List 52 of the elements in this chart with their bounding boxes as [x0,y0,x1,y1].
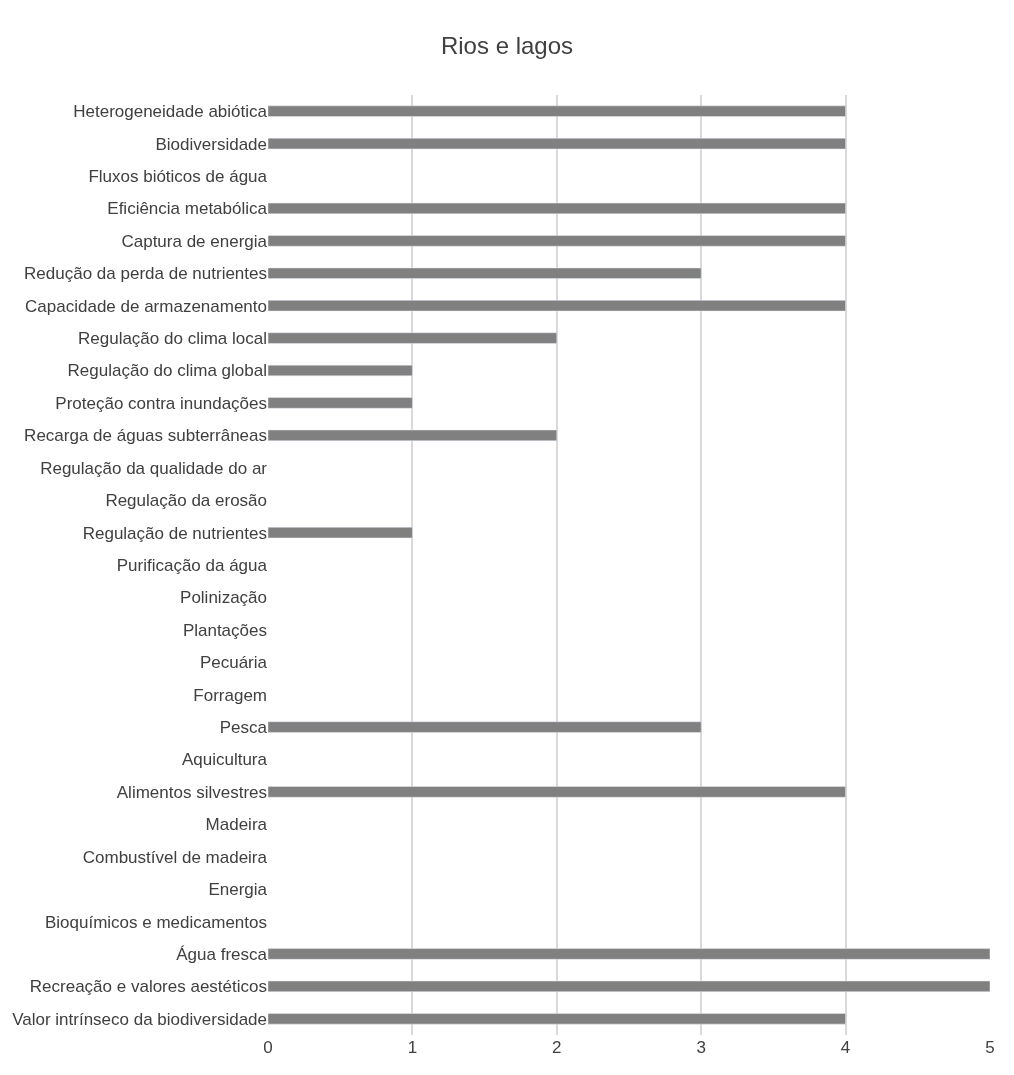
bar [268,235,846,247]
bar [268,786,846,798]
y-tick-label: Biodiversidade [155,134,267,154]
x-tick-label: 1 [407,1038,418,1057]
y-tick-label: Alimentos silvestres [116,782,267,802]
bar [268,1013,846,1025]
bar [268,202,846,215]
y-tick-label: Regulação da qualidade do ar [40,458,268,478]
y-tick-label: Forragem [193,685,267,705]
y-tick-label: Madeira [205,815,268,835]
x-tick-label: 5 [985,1038,995,1057]
y-tick-label: Capacidade de armazenamento [25,296,267,316]
y-tick-label: Proteção contra inundações [55,393,267,413]
y-tick-label: Pecuária [199,653,268,673]
y-tick-label: Regulação do clima global [67,361,267,381]
y-tick-label: Aquicultura [181,750,268,770]
y-tick-label: Bioquímicos e medicamentos [44,912,267,932]
y-tick-label: Recreação e valores aestéticos [29,977,267,997]
y-tick-label: Energia [208,880,268,900]
bar [268,429,558,441]
bar [268,948,990,960]
y-tick-label: Combustível de madeira [82,847,268,867]
y-tick-label: Água fresca [176,944,268,964]
x-tick-label: 2 [552,1038,562,1057]
y-tick-label: Heterogeneidade abiótica [73,102,268,122]
y-tick-label: Redução da perda de nutrientes [24,264,267,284]
bar [268,332,558,344]
bar [268,105,846,117]
y-tick-label: Regulação de nutrientes [82,523,267,543]
y-tick-label: Plantações [182,620,267,640]
bar [268,364,413,377]
x-tick-label: 3 [696,1038,706,1057]
y-tick-label: Valor intrínseco da biodiversidade [12,1009,267,1029]
y-tick-label: Polinização [180,588,267,608]
bar [268,138,846,150]
bar [268,721,702,733]
bar [268,980,990,992]
chart-title: Rios e lagos [440,32,574,60]
y-tick-label: Purificação da água [116,555,268,575]
bar [268,526,413,539]
x-tick-label: 0 [263,1038,273,1057]
bar [268,300,846,312]
y-tick-label: Regulação da erosão [105,491,267,511]
bar [268,397,413,409]
y-tick-label: Captura de energia [121,231,268,251]
y-tick-label: Recarga de águas subterrâneas [24,426,267,446]
y-tick-label: Fluxos bióticos de água [88,166,268,186]
y-tick-label: Regulação do clima local [78,329,267,349]
y-tick-label: Eficiência metabólica [107,199,268,219]
y-tick-label: Pesca [219,718,268,738]
x-tick-label: 4 [840,1038,851,1057]
bar [268,267,702,279]
